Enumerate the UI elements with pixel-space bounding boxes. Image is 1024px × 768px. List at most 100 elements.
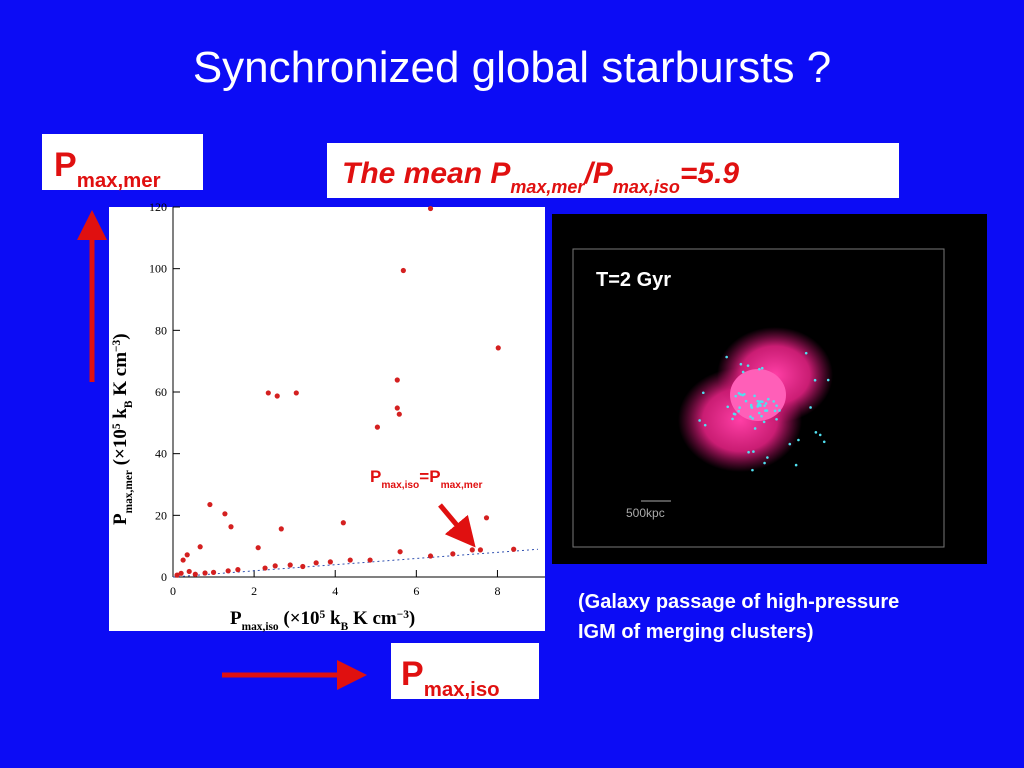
point bbox=[180, 557, 186, 563]
star bbox=[826, 378, 830, 382]
x-tick-label: 2 bbox=[251, 584, 257, 598]
point bbox=[427, 205, 434, 212]
star bbox=[737, 409, 740, 413]
star bbox=[738, 406, 741, 409]
y-tick-label: 120 bbox=[149, 200, 167, 214]
star bbox=[759, 400, 763, 403]
star bbox=[775, 417, 778, 421]
x-tick-label: 0 bbox=[170, 584, 176, 598]
point bbox=[397, 549, 403, 555]
star bbox=[703, 423, 707, 427]
iso-label: Pmax,iso bbox=[401, 655, 500, 701]
star bbox=[726, 405, 730, 409]
text-segment: B bbox=[123, 400, 135, 408]
point bbox=[225, 568, 231, 574]
point bbox=[367, 557, 373, 563]
annotation: Pmax,iso=Pmax,mer bbox=[370, 467, 483, 491]
star bbox=[822, 440, 826, 444]
star bbox=[731, 417, 734, 421]
star bbox=[758, 367, 761, 371]
point bbox=[255, 545, 261, 551]
text-segment: max,mer bbox=[510, 177, 585, 197]
star bbox=[778, 409, 781, 412]
star bbox=[762, 420, 766, 424]
annotation-box bbox=[362, 458, 545, 494]
point bbox=[262, 565, 268, 571]
caption: IGM of merging clusters) bbox=[578, 621, 814, 643]
text-segment: max,mer bbox=[441, 480, 483, 491]
x-axis-label: Pmax,iso (×105 kB K cm−3) bbox=[230, 608, 415, 633]
point bbox=[186, 568, 192, 575]
time-label: T=2 Gyr bbox=[596, 269, 671, 291]
text-segment: max,iso bbox=[613, 177, 680, 197]
text-segment: max,iso bbox=[381, 480, 419, 491]
star bbox=[794, 463, 798, 467]
y-axis-label: Pmax,mer (×105 kB K cm−3) bbox=[110, 333, 135, 525]
point bbox=[427, 553, 434, 559]
simulation-image: T=2 Gyr 500kpc bbox=[552, 214, 987, 564]
point bbox=[293, 390, 299, 396]
text-segment: k bbox=[110, 408, 131, 424]
point bbox=[300, 563, 306, 570]
star bbox=[701, 391, 705, 395]
star bbox=[743, 392, 746, 396]
point bbox=[228, 524, 234, 530]
mean-label: The mean Pmax,mer/Pmax,iso=5.9 bbox=[342, 157, 739, 197]
point bbox=[210, 569, 217, 575]
text-segment: P bbox=[370, 467, 381, 486]
text-segment: max,mer bbox=[77, 170, 161, 192]
text-segment: −3 bbox=[397, 609, 409, 621]
point bbox=[394, 377, 400, 383]
point bbox=[483, 515, 490, 521]
star bbox=[734, 394, 737, 398]
text-segment: 5 bbox=[111, 423, 123, 429]
text-segment: B bbox=[341, 621, 349, 633]
star bbox=[751, 417, 754, 420]
point bbox=[374, 424, 380, 430]
star bbox=[733, 412, 737, 416]
y-tick-label: 80 bbox=[155, 323, 167, 337]
text-segment: ) bbox=[110, 333, 131, 339]
star bbox=[804, 351, 808, 355]
point bbox=[197, 544, 203, 550]
star bbox=[818, 433, 822, 437]
y-tick-label: 20 bbox=[155, 508, 167, 522]
star bbox=[749, 415, 752, 418]
y-tick-label: 40 bbox=[155, 447, 167, 461]
label-box bbox=[327, 143, 899, 198]
star bbox=[760, 366, 764, 370]
point bbox=[192, 571, 198, 577]
text-segment: =5.9 bbox=[680, 157, 740, 190]
text-segment: (×10 bbox=[279, 608, 320, 629]
text-segment: /P bbox=[582, 157, 613, 190]
star bbox=[763, 461, 766, 465]
point bbox=[511, 546, 517, 552]
text-segment: P bbox=[54, 146, 77, 184]
star bbox=[753, 394, 756, 398]
star bbox=[756, 405, 760, 408]
text-segment: P bbox=[110, 513, 131, 525]
star bbox=[752, 450, 755, 453]
y-tick-label: 60 bbox=[155, 385, 167, 399]
text-segment: max,iso bbox=[242, 621, 279, 633]
star bbox=[756, 399, 760, 403]
scale-label: 500kpc bbox=[626, 506, 665, 520]
point bbox=[396, 411, 402, 417]
x-tick-label: 8 bbox=[494, 584, 500, 598]
point bbox=[274, 393, 280, 399]
star bbox=[760, 414, 763, 418]
caption: (Galaxy passage of high-pressure bbox=[578, 591, 899, 613]
star bbox=[814, 431, 818, 434]
star bbox=[775, 404, 778, 407]
annotation-arrow bbox=[438, 503, 476, 548]
star bbox=[788, 442, 792, 446]
star bbox=[809, 406, 812, 409]
star bbox=[757, 411, 761, 415]
star bbox=[773, 409, 777, 413]
point bbox=[450, 551, 456, 557]
star bbox=[797, 438, 800, 442]
text-segment: =P bbox=[419, 467, 440, 486]
reference-line bbox=[172, 548, 539, 578]
point bbox=[265, 390, 271, 396]
